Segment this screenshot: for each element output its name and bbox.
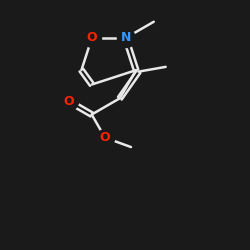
- Text: O: O: [100, 131, 110, 144]
- Text: O: O: [63, 95, 74, 108]
- Text: O: O: [86, 32, 97, 44]
- Text: N: N: [120, 32, 131, 44]
